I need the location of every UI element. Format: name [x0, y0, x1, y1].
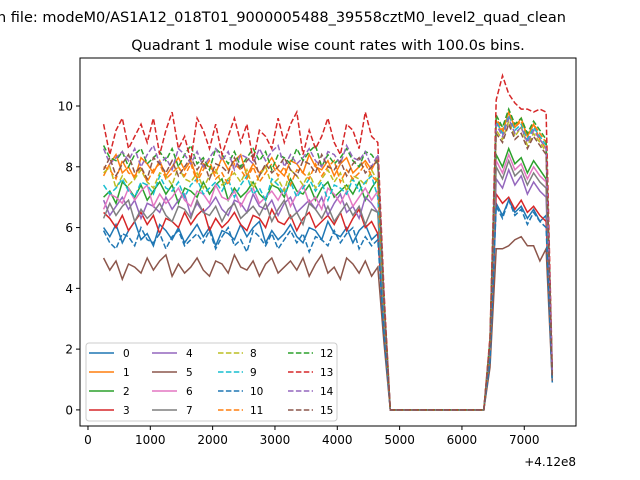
y-tick-label: 2: [65, 343, 73, 357]
legend-label: 2: [123, 386, 130, 398]
legend-label: 3: [123, 405, 130, 417]
x-offset-label: +4.12e8: [524, 455, 576, 469]
series-line-12: [102, 106, 554, 411]
y-tick-label: 4: [65, 282, 73, 296]
legend-label: 10: [250, 386, 263, 398]
x-tick-label: 7000: [509, 433, 540, 447]
x-tick-label: 5000: [384, 433, 415, 447]
legend-label: 0: [123, 348, 130, 360]
series-line-15: [102, 122, 554, 411]
legend-label: 7: [186, 405, 193, 417]
x-tick-label: 0: [84, 433, 92, 447]
y-tick-label: 6: [65, 221, 73, 235]
series-lines: [102, 72, 554, 411]
legend-label: 5: [186, 367, 193, 379]
x-tick-label: 1000: [135, 433, 166, 447]
x-axis: 0 1000 2000 3000 4000 5000 6000 7000: [84, 426, 540, 447]
x-tick-label: 4000: [322, 433, 353, 447]
legend-label: 12: [320, 348, 333, 360]
x-tick-label: 2000: [197, 433, 228, 447]
x-tick-label: 3000: [260, 433, 291, 447]
legend-label: 4: [186, 348, 193, 360]
x-tick-label: 6000: [447, 433, 478, 447]
legend-label: 11: [250, 405, 263, 417]
figure-suptitle: n file: modeM0/AS1A12_018T01_9000005488_…: [0, 10, 566, 26]
legend-label: 14: [320, 386, 334, 398]
y-tick-label: 10: [58, 100, 73, 114]
legend-label: 8: [250, 348, 257, 360]
legend-label: 6: [186, 386, 193, 398]
y-tick-label: 0: [65, 403, 73, 417]
y-axis: 0 2 4 6 8 10: [58, 100, 80, 417]
legend-label: 15: [320, 405, 333, 417]
legend-label: 13: [320, 367, 333, 379]
legend-label: 9: [250, 367, 257, 379]
chart-title: Quadrant 1 module wise count rates with …: [131, 38, 525, 54]
plot-frame: [79, 57, 577, 427]
y-tick-label: 8: [65, 160, 73, 174]
legend-label: 1: [123, 367, 130, 379]
